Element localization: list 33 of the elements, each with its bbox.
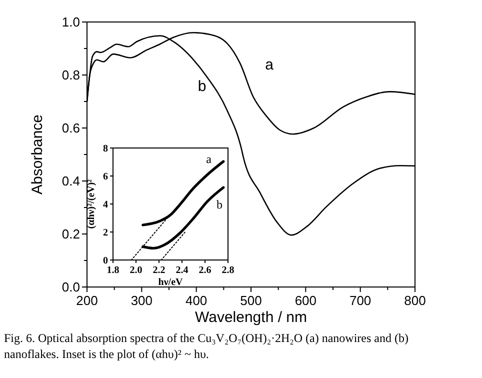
series-label: a [206, 152, 212, 166]
x-tick-label: 800 [404, 293, 426, 308]
x-tick-label: 2.4 [176, 265, 188, 276]
x-tick-label: 2.2 [152, 265, 166, 276]
y-tick-label: 0.0 [62, 280, 80, 295]
x-tick-label: 400 [185, 293, 208, 308]
y-tick-label: 8 [103, 144, 108, 154]
x-tick-label: 2.6 [198, 265, 212, 276]
x-tick-label: 200 [76, 293, 98, 308]
y-tick-label: 2 [103, 228, 108, 238]
y-tick-label: 0 [103, 256, 108, 266]
x-tick-label: 1.8 [106, 265, 120, 276]
y-tick-label: 0.2 [62, 226, 80, 242]
x-tick-label: 500 [240, 293, 262, 308]
x-tick-label: 2.8 [222, 265, 234, 276]
series-label: a [265, 56, 274, 74]
x-axis-title: Wavelength / nm [195, 309, 307, 326]
y-axis-title: Absorbance [29, 114, 46, 195]
y-tick-label: 4 [103, 200, 108, 210]
y-tick-label: 0.8 [62, 68, 80, 83]
series-label: b [198, 78, 206, 95]
caption: Fig. 6. Optical absorption spectra of the Cu₃V₂O₇(OH)₂·2H₂O (a) nanowires and (b) nanoflakes. Inset is the plot of (αhυ)² ~ hυ. [4, 331, 408, 361]
x-tick-label: 300 [130, 293, 153, 308]
x-tick-label: 600 [294, 293, 317, 308]
y-tick-label: 0.6 [62, 120, 80, 136]
x-tick-label: 2.0 [130, 265, 142, 276]
series-label: b [216, 197, 222, 212]
y-axis-title: (αhν)²/(eV)² [86, 179, 97, 229]
y-tick-label: 6 [103, 172, 108, 182]
y-tick-label: 1.0 [62, 14, 80, 30]
y-tick-label: 0.4 [62, 174, 80, 189]
x-axis-title: hν/eV [158, 277, 184, 288]
x-tick-label: 700 [349, 293, 372, 308]
